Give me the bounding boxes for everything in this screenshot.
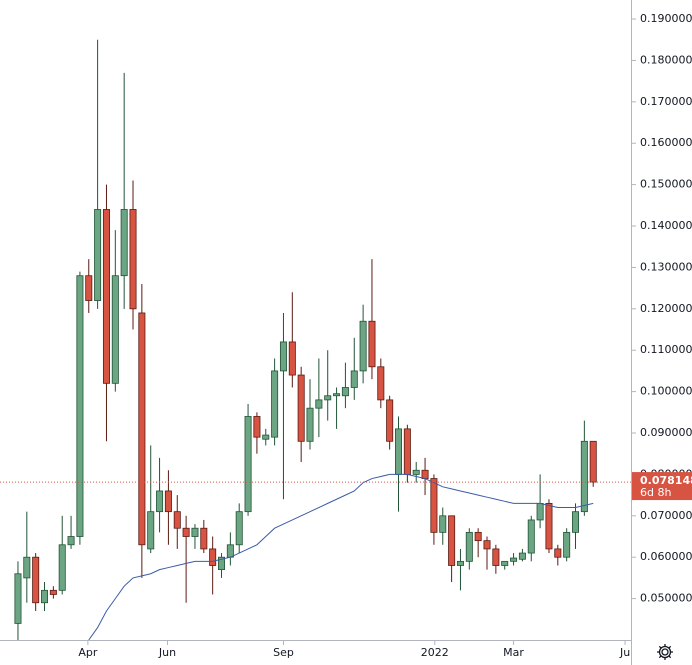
- gear-teeth: [657, 644, 673, 660]
- candle-body: [412, 469, 420, 475]
- axes: 0.0500000.0600000.0700000.0800000.090000…: [78, 12, 692, 659]
- candle-body: [386, 399, 394, 442]
- candle-body: [200, 527, 208, 550]
- candle-body: [271, 370, 279, 438]
- candle-body: [218, 556, 226, 571]
- candle-body: [226, 544, 234, 558]
- x-tick-label: Apr: [78, 646, 98, 659]
- candle-body: [563, 531, 571, 558]
- candle-body: [279, 341, 287, 372]
- last-price-label: 0.078148: [640, 474, 692, 487]
- candle-body: [209, 548, 217, 566]
- candle-body: [58, 544, 66, 591]
- candle-body: [403, 428, 411, 475]
- candle-body: [164, 490, 172, 513]
- candle-body: [421, 469, 429, 479]
- x-tick-label: Sep: [273, 646, 294, 659]
- candle-body: [49, 589, 57, 595]
- y-tick-label: 0.190000: [640, 12, 692, 25]
- candle-body: [510, 557, 518, 562]
- candle-body: [359, 320, 367, 372]
- candle-body: [527, 519, 535, 554]
- y-tick-label: 0.170000: [640, 95, 692, 108]
- candle-body: [368, 320, 376, 368]
- x-tick-label: 2022: [421, 646, 449, 659]
- y-tick-label: 0.100000: [640, 385, 692, 398]
- y-tick-label: 0.110000: [640, 343, 692, 356]
- candle-body: [492, 548, 500, 566]
- candle-body: [94, 209, 102, 301]
- candle-body: [501, 560, 509, 566]
- y-tick-label: 0.090000: [640, 426, 692, 439]
- candle-body: [341, 387, 349, 397]
- last-price-badge: [632, 472, 692, 501]
- y-tick-label: 0.160000: [640, 136, 692, 149]
- y-tick-label: 0.150000: [640, 178, 692, 191]
- candle-body: [76, 275, 84, 537]
- candle-body: [589, 440, 597, 483]
- candle-body: [262, 434, 270, 440]
- candle-body: [67, 536, 75, 546]
- candle-body: [120, 209, 128, 277]
- moving-average-line: [88, 473, 594, 641]
- candle-body: [147, 511, 155, 550]
- x-tick-label: Ju: [619, 646, 630, 659]
- candle-body: [182, 527, 190, 537]
- y-tick-label: 0.120000: [640, 302, 692, 315]
- candle-body: [41, 589, 49, 604]
- candle-body: [14, 573, 22, 624]
- candle-body: [102, 209, 110, 384]
- candle-body: [156, 490, 164, 513]
- candle-body: [306, 407, 314, 442]
- y-tick-label: 0.070000: [640, 509, 692, 522]
- candle-body: [350, 370, 358, 388]
- candle-body: [85, 275, 93, 301]
- candle-body: [138, 312, 146, 546]
- candle-body: [244, 416, 252, 513]
- candle-body: [545, 502, 553, 550]
- candle-body: [554, 548, 562, 558]
- candle-body: [448, 515, 456, 566]
- y-tick-label: 0.060000: [640, 550, 692, 563]
- candle-body: [288, 341, 296, 376]
- y-tick-label: 0.180000: [640, 53, 692, 66]
- candle-body: [129, 209, 137, 310]
- candle-body: [111, 275, 119, 384]
- candle-body: [253, 416, 261, 438]
- candle-body: [430, 478, 438, 533]
- x-tick-label: Jun: [158, 646, 176, 659]
- candle-body: [315, 399, 323, 409]
- plot-area: [0, 39, 631, 641]
- candle-body: [518, 552, 526, 560]
- candle-body: [235, 511, 243, 546]
- candle-body: [324, 395, 332, 401]
- candle-body: [474, 531, 482, 542]
- candle-body: [173, 511, 181, 529]
- countdown-label: 6d 8h: [640, 486, 671, 499]
- candle-body: [395, 428, 403, 475]
- candle-body: [23, 556, 31, 579]
- candle-body: [439, 515, 447, 533]
- candle-body: [377, 366, 385, 401]
- candle-body: [580, 440, 588, 513]
- y-tick-label: 0.140000: [640, 219, 692, 232]
- candle-body: [191, 527, 199, 537]
- candle-body: [572, 511, 580, 533]
- settings-button[interactable]: [657, 644, 673, 660]
- x-tick-label: Mar: [503, 646, 524, 659]
- gear-center: [661, 648, 669, 656]
- candle-body: [465, 531, 473, 562]
- candle-body: [333, 393, 341, 397]
- y-tick-label: 0.050000: [640, 592, 692, 605]
- candle-body: [536, 502, 544, 521]
- candle-body: [32, 556, 40, 604]
- candle-body: [483, 540, 491, 550]
- candle-body: [456, 560, 464, 566]
- candle-body: [297, 374, 305, 442]
- y-tick-label: 0.130000: [640, 260, 692, 273]
